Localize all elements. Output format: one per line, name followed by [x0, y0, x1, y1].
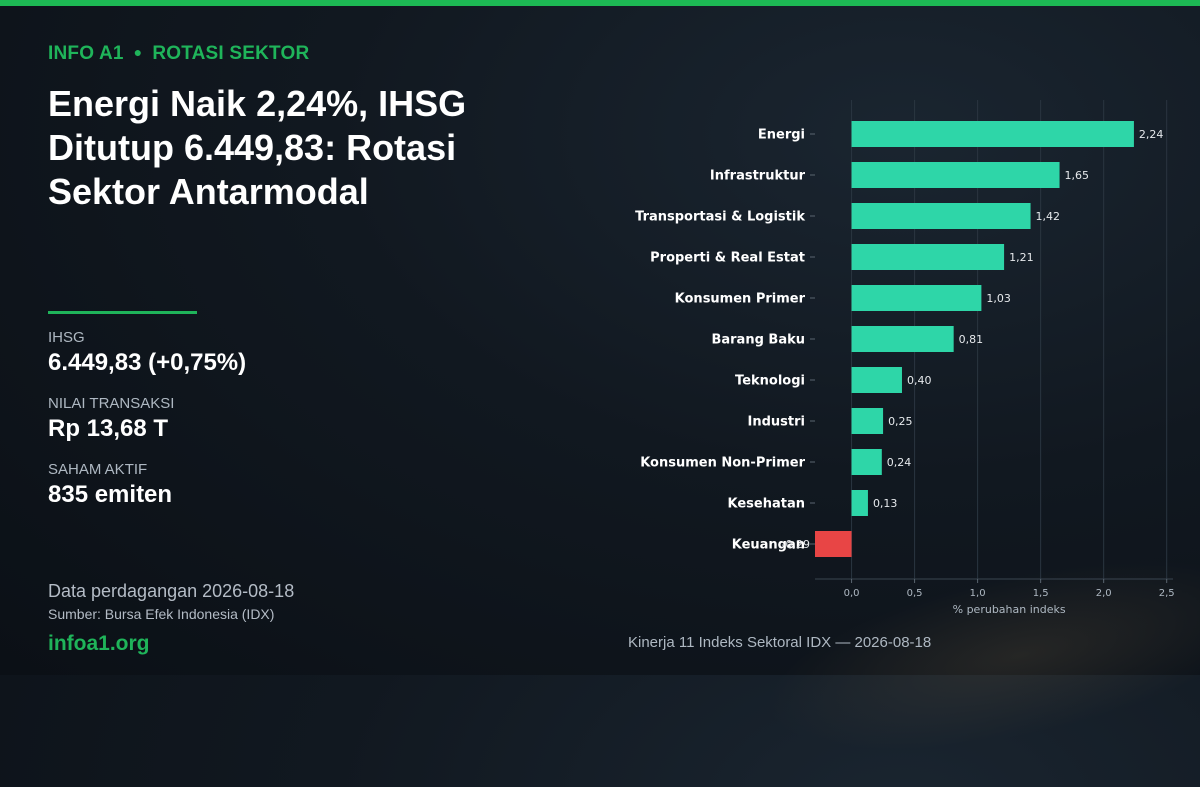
footer-date: Data perdagangan 2026-08-18 — [48, 581, 295, 601]
bar — [851, 449, 882, 475]
bar — [851, 203, 1031, 229]
x-tick-label: 1,5 — [1033, 588, 1049, 599]
footer-source: Sumber: Bursa Efek Indonesia (IDX) — [48, 606, 275, 622]
value-label: 0,25 — [888, 415, 913, 428]
bar — [851, 244, 1005, 270]
bullet-icon: ● — [133, 44, 143, 60]
category-label: Konsumen Primer — [675, 292, 806, 307]
value-label: 0,13 — [873, 497, 898, 510]
category-label: Kesehatan — [728, 497, 806, 512]
bar — [851, 285, 982, 311]
chart-caption: Kinerja 11 Indeks Sektoral IDX — 2026-08… — [628, 634, 932, 651]
stat-value-transaction: Rp 13,68 T — [48, 415, 169, 442]
x-tick-label: 0,5 — [907, 588, 923, 599]
category-label: Konsumen Non-Primer — [640, 456, 805, 471]
kicker: INFO A1 ● ROTASI SEKTOR — [48, 43, 309, 65]
headline: Energi Naik 2,24%, IHSG Ditutup 6.449,83… — [48, 83, 467, 212]
bar — [851, 408, 884, 434]
top-accent-bar — [0, 0, 1200, 6]
category-label: Properti & Real Estat — [650, 251, 805, 266]
value-label: 1,21 — [1009, 251, 1034, 264]
category-label: Barang Baku — [711, 333, 805, 348]
kicker-topic: ROTASI SEKTOR — [152, 43, 310, 64]
stat-label-ihsg: IHSG — [48, 329, 85, 346]
value-label: -0,29 — [782, 538, 810, 551]
category-label: Infrastruktur — [710, 169, 806, 184]
x-tick-label: 2,5 — [1159, 588, 1175, 599]
kicker-brand: INFO A1 — [48, 43, 124, 64]
footer-site-link[interactable]: infoa1.org — [48, 632, 150, 655]
stat-value-ihsg: 6.449,83 (+0,75%) — [48, 349, 247, 376]
bar — [851, 326, 954, 352]
category-label: Keuangan — [732, 538, 805, 553]
bar — [851, 367, 902, 393]
x-tick-label: 1,0 — [970, 588, 986, 599]
category-label: Energi — [758, 128, 805, 143]
value-label: 1,03 — [986, 292, 1011, 305]
value-label: 0,24 — [887, 456, 912, 469]
category-label: Teknologi — [735, 374, 805, 389]
bar — [851, 121, 1134, 147]
x-tick-label: 2,0 — [1096, 588, 1112, 599]
value-label: 1,65 — [1065, 169, 1090, 182]
value-label: 0,81 — [959, 333, 984, 346]
bar — [851, 490, 868, 516]
stat-label-active-stocks: SAHAM AKTIF — [48, 461, 148, 478]
stat-value-active-stocks: 835 emiten — [48, 481, 173, 508]
x-axis-title: % perubahan indeks — [953, 603, 1066, 616]
bar — [815, 531, 852, 557]
stat-label-transaction: NILAI TRANSAKSI — [48, 395, 175, 412]
sector-bar-chart: 0,0 0,5 1,0 1,5 2,0 2,5 % perubahan indeks Ener… — [635, 100, 1175, 616]
value-label: 0,40 — [907, 374, 932, 387]
bar — [851, 162, 1060, 188]
value-label: 2,24 — [1139, 128, 1164, 141]
value-label: 1,42 — [1036, 210, 1061, 223]
x-tick-label: 0,0 — [844, 588, 860, 599]
divider — [48, 311, 197, 314]
category-label: Industri — [748, 415, 805, 430]
category-label: Transportasi & Logistik — [635, 210, 805, 225]
